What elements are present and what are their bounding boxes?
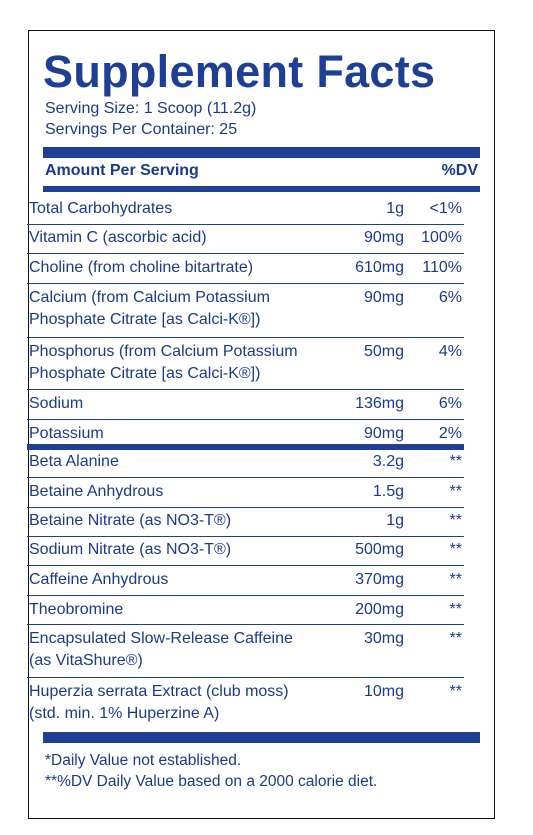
nutrient-dv: 2% bbox=[438, 425, 462, 442]
footnote-daily-value: *Daily Value not established. bbox=[45, 752, 242, 769]
nutrient-dv: 6% bbox=[438, 289, 462, 306]
section-divider-bar bbox=[27, 444, 464, 450]
nutrient-name: Potassium bbox=[29, 423, 104, 445]
nutrient-dv: ** bbox=[449, 541, 462, 558]
table-header: Amount Per Serving %DV bbox=[45, 161, 478, 181]
nutrient-dv: 100% bbox=[421, 229, 462, 246]
nutrient-amount: 90mg bbox=[363, 289, 404, 306]
nutrient-name: Theobromine bbox=[29, 599, 123, 621]
row-divider bbox=[27, 337, 464, 338]
nutrient-name: Beta Alanine bbox=[29, 451, 119, 473]
nutrient-name-line: Vitamin C (ascorbic acid) bbox=[29, 229, 207, 246]
row-divider bbox=[27, 677, 464, 678]
row-divider bbox=[27, 477, 464, 478]
nutrient-dv: ** bbox=[449, 601, 462, 618]
nutrient-name-line: Sodium bbox=[29, 395, 84, 412]
footer-divider-bar bbox=[43, 732, 480, 743]
row-divider bbox=[27, 253, 464, 254]
nutrient-amount: 200mg bbox=[355, 601, 404, 618]
nutrient-name-line: Betaine Nitrate (as NO3-T®) bbox=[29, 512, 232, 529]
nutrient-name: Phosphorus (from Calcium Potassium Phosph… bbox=[29, 341, 298, 385]
nutrient-name: Calcium (from Calcium Potassium Phosphate… bbox=[29, 287, 270, 331]
nutrient-amount: 500mg bbox=[355, 541, 404, 558]
nutrient-amount: 90mg bbox=[363, 229, 404, 246]
nutrient-amount: 10mg bbox=[363, 683, 404, 700]
nutrient-name: Choline (from choline bitartrate) bbox=[29, 257, 253, 279]
nutrient-name: Sodium bbox=[29, 393, 83, 415]
nutrient-name-line: Sodium Nitrate (as NO3-T®) bbox=[29, 541, 232, 558]
amount-per-serving-heading: Amount Per Serving bbox=[45, 162, 199, 179]
dv-heading: %DV bbox=[441, 162, 478, 179]
nutrient-dv: ** bbox=[449, 483, 462, 500]
nutrient-name-line: Phosphate Citrate [as Calci-K®]) bbox=[29, 311, 261, 328]
nutrient-divider-bar bbox=[43, 186, 480, 192]
row-divider bbox=[27, 283, 464, 284]
nutrient-name: Huperzia serrata Extract (club moss) (std… bbox=[29, 681, 289, 725]
row-divider bbox=[27, 419, 464, 420]
row-divider bbox=[27, 624, 464, 625]
servings-per-container: Servings Per Container: 25 bbox=[45, 121, 238, 138]
row-divider bbox=[27, 389, 464, 390]
nutrient-amount: 90mg bbox=[363, 425, 404, 442]
nutrient-amount: 610mg bbox=[355, 259, 404, 276]
nutrient-amount: 136mg bbox=[355, 395, 404, 412]
nutrient-name-line: Choline (from choline bitartrate) bbox=[29, 259, 254, 276]
nutrient-dv: ** bbox=[449, 512, 462, 529]
header-divider-bar bbox=[43, 147, 480, 158]
nutrient-name-line: Calcium (from Calcium Potassium bbox=[29, 289, 270, 306]
supplement-facts-panel: Supplement Facts Serving Size: 1 Scoop (… bbox=[27, 30, 495, 819]
nutrient-amount: 1g bbox=[386, 200, 404, 217]
nutrient-name-line: Huperzia serrata Extract (club moss) bbox=[29, 683, 289, 700]
nutrient-amount: 50mg bbox=[363, 343, 404, 360]
nutrient-dv: <1% bbox=[429, 200, 462, 217]
row-divider bbox=[27, 507, 464, 508]
nutrient-name: Sodium Nitrate (as NO3-T®) bbox=[29, 539, 231, 561]
nutrient-name: Encapsulated Slow-Release Caffeine (as Vi… bbox=[29, 628, 293, 672]
row-divider bbox=[27, 536, 464, 537]
nutrient-name: Vitamin C (ascorbic acid) bbox=[29, 227, 207, 249]
row-divider bbox=[27, 565, 464, 566]
nutrient-dv: 110% bbox=[422, 259, 462, 276]
nutrient-dv: 6% bbox=[438, 395, 462, 412]
nutrient-dv: 4% bbox=[438, 343, 462, 360]
panel-title: Supplement Facts bbox=[43, 46, 436, 97]
nutrient-name-line: Phosphate Citrate [as Calci-K®]) bbox=[29, 365, 261, 382]
serving-size: Serving Size: 1 Scoop (11.2g) bbox=[45, 100, 257, 117]
nutrient-amount: 1.5g bbox=[372, 483, 404, 500]
nutrient-dv: ** bbox=[449, 630, 462, 647]
footnote-calorie-diet: **%DV Daily Value based on a 2000 calori… bbox=[45, 773, 378, 790]
nutrient-name: Betaine Nitrate (as NO3-T®) bbox=[29, 510, 231, 532]
nutrient-name-line: Beta Alanine bbox=[29, 453, 119, 470]
nutrient-name-line: (std. min. 1% Huperzine A) bbox=[29, 705, 220, 722]
nutrient-amount: 3.2g bbox=[372, 453, 404, 470]
nutrient-amount: 30mg bbox=[363, 630, 404, 647]
nutrient-name-line: Caffeine Anhydrous bbox=[29, 571, 169, 588]
nutrient-dv: ** bbox=[449, 683, 462, 700]
nutrient-dv: ** bbox=[449, 571, 462, 588]
nutrient-name: Betaine Anhydrous bbox=[29, 481, 163, 503]
nutrient-name-line: Theobromine bbox=[29, 601, 124, 618]
nutrient-name-line: Potassium bbox=[29, 425, 104, 442]
nutrient-name-line: Betaine Anhydrous bbox=[29, 483, 164, 500]
nutrient-name-line: Phosphorus (from Calcium Potassium bbox=[29, 343, 298, 360]
nutrient-name: Caffeine Anhydrous bbox=[29, 569, 168, 591]
nutrient-amount: 1g bbox=[386, 512, 404, 529]
row-divider bbox=[27, 595, 464, 596]
nutrient-name-line: (as VitaShure®) bbox=[29, 652, 143, 669]
nutrient-name-line: Total Carbohydrates bbox=[29, 200, 173, 217]
nutrient-dv: ** bbox=[449, 453, 462, 470]
nutrient-name: Total Carbohydrates bbox=[29, 198, 172, 220]
nutrient-name-line: Encapsulated Slow-Release Caffeine bbox=[29, 630, 293, 647]
nutrient-amount: 370mg bbox=[355, 571, 404, 588]
row-divider bbox=[27, 224, 464, 225]
